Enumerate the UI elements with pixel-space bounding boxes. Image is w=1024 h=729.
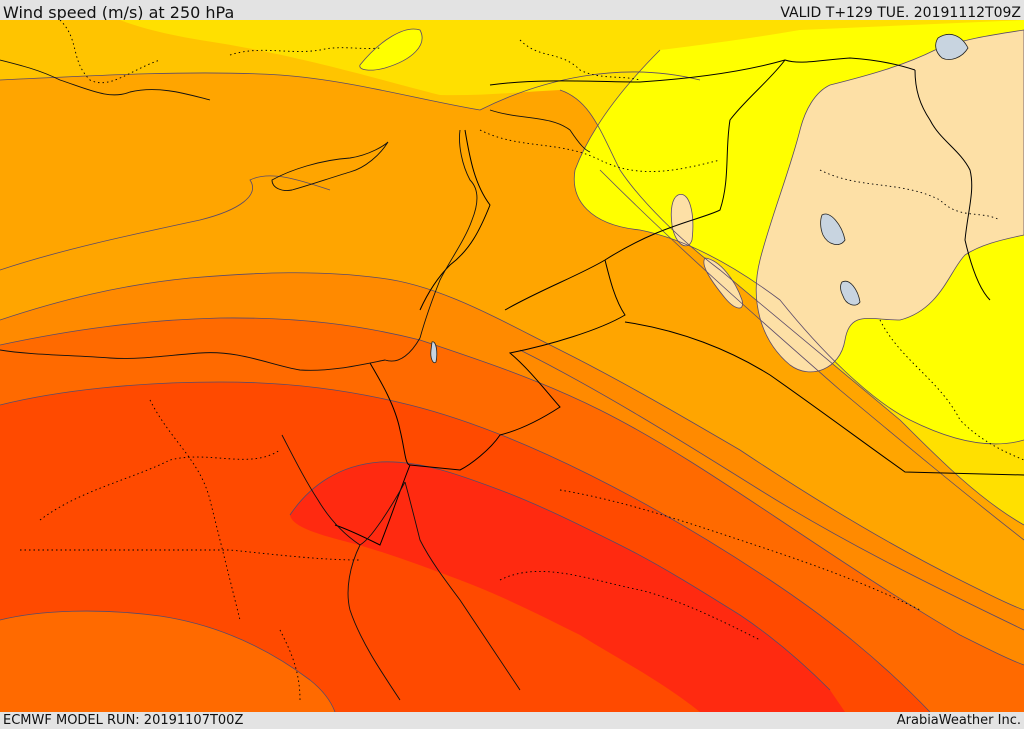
cyprus-coast [271, 141, 389, 191]
wind-speed-map [0, 20, 1024, 712]
sinai-coast [281, 434, 406, 546]
province-border [229, 47, 381, 56]
valid-time-label: VALID T+129 TUE. 20191112T09Z [780, 5, 1021, 21]
country-border [489, 57, 916, 86]
red-sea-coast-west [347, 544, 401, 701]
coastlines [0, 59, 591, 701]
country-border [624, 321, 1024, 476]
country-border [504, 59, 786, 311]
country-border [419, 129, 491, 311]
isotach-line [0, 610, 336, 712]
band-dark-orange-sw [0, 611, 335, 712]
levant-coast [419, 129, 478, 339]
turkey-coast [0, 59, 211, 101]
header-bar: Wind speed (m/s) at 250 hPa VALID T+129 … [0, 0, 1024, 22]
isotach-line [0, 381, 931, 712]
country-border [409, 259, 626, 471]
lake-tharthar [820, 213, 846, 245]
model-run-label: ECMWF MODEL RUN: 20191107T00Z [3, 713, 244, 728]
footer-bar: ECMWF MODEL RUN: 20191107T00Z ArabiaWeat… [0, 712, 1024, 729]
province-border [499, 570, 761, 641]
province-border [59, 20, 161, 84]
isotach-line [559, 89, 1024, 526]
isotach-line [0, 272, 1024, 611]
country-border [914, 69, 991, 301]
country-border [369, 362, 411, 466]
isotach-contours [0, 49, 1024, 712]
lake-razzaza [840, 280, 861, 306]
isotach-line [0, 71, 701, 111]
province-border [19, 549, 361, 561]
country-border [334, 464, 411, 546]
band-slowest [755, 29, 1024, 373]
map-title: Wind speed (m/s) at 250 hPa [3, 3, 235, 22]
band-slowest-pocket [670, 194, 694, 247]
isotach-line [289, 461, 831, 691]
band-light-yellow-patch [359, 28, 423, 71]
black-sea-coast [489, 109, 591, 153]
country-borders [334, 57, 1024, 546]
isotach-line [599, 169, 1024, 541]
province-border [149, 399, 241, 621]
red-sea-coast-east [404, 481, 521, 691]
province-border [819, 169, 1001, 221]
isotach-line [519, 349, 1024, 631]
band-jet-core [290, 461, 845, 712]
mediterranean-coast [0, 337, 421, 371]
map-canvas [0, 20, 1024, 712]
province-borders [19, 20, 1024, 701]
dead-sea [430, 341, 438, 364]
lake-urmia [935, 34, 969, 60]
province-border [519, 39, 641, 81]
credit-label: ArabiaWeather Inc. [896, 713, 1021, 728]
isotach-line [573, 49, 1024, 445]
